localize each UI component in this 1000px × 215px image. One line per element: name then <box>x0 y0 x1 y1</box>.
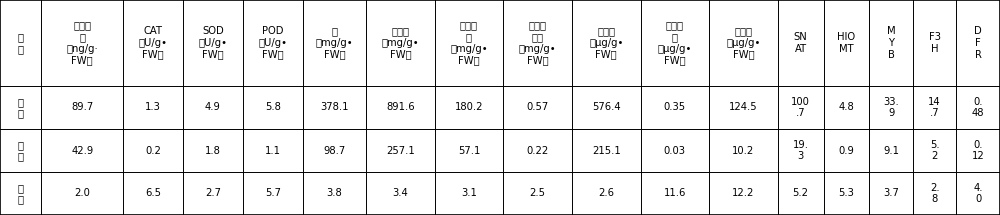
Text: 100
.7: 100 .7 <box>791 97 810 118</box>
Text: 酚
（mg/g•
FW）: 酚 （mg/g• FW） <box>316 26 353 60</box>
Text: 57.1: 57.1 <box>458 146 480 155</box>
Text: 5.2: 5.2 <box>793 189 809 198</box>
Text: 12.2: 12.2 <box>732 189 755 198</box>
Text: 98.7: 98.7 <box>323 146 346 155</box>
Text: 0.57: 0.57 <box>526 103 549 112</box>
Text: 吲哚乙
酸
（μg/g•
FW）: 吲哚乙 酸 （μg/g• FW） <box>658 21 692 65</box>
Text: 33.
9: 33. 9 <box>883 97 899 118</box>
Text: 3.8: 3.8 <box>327 189 342 198</box>
Text: 0.03: 0.03 <box>664 146 686 155</box>
Text: M
Y
B: M Y B <box>887 26 895 60</box>
Text: 5.3: 5.3 <box>838 189 854 198</box>
Text: 2.0: 2.0 <box>74 189 90 198</box>
Text: 4.9: 4.9 <box>205 103 221 112</box>
Text: 0.
12: 0. 12 <box>972 140 985 161</box>
Text: 对
照: 对 照 <box>18 140 24 161</box>
Text: 可溶性
蛋白
（mg/g•
FW）: 可溶性 蛋白 （mg/g• FW） <box>519 21 556 65</box>
Text: 10.2: 10.2 <box>732 146 755 155</box>
Text: 576.4: 576.4 <box>592 103 621 112</box>
Text: 1.8: 1.8 <box>205 146 221 155</box>
Text: 180.2: 180.2 <box>455 103 483 112</box>
Text: 4.
0: 4. 0 <box>973 183 983 204</box>
Text: 9.1: 9.1 <box>883 146 899 155</box>
Text: D
F
R: D F R <box>974 26 982 60</box>
Text: 378.1: 378.1 <box>320 103 349 112</box>
Text: 1.3: 1.3 <box>145 103 161 112</box>
Text: 257.1: 257.1 <box>386 146 415 155</box>
Text: 比
值: 比 值 <box>18 183 24 204</box>
Text: 2.
8: 2. 8 <box>930 183 939 204</box>
Text: 样
品: 样 品 <box>18 32 24 54</box>
Text: POD
（U/g•
FW）: POD （U/g• FW） <box>258 26 287 60</box>
Text: HIO
MT: HIO MT <box>837 32 855 54</box>
Text: 4.8: 4.8 <box>839 103 854 112</box>
Text: 0.22: 0.22 <box>526 146 549 155</box>
Text: SN
AT: SN AT <box>794 32 808 54</box>
Text: 5.
2: 5. 2 <box>930 140 939 161</box>
Text: 褪黑素
（μg/g•
FW）: 褪黑素 （μg/g• FW） <box>589 26 623 60</box>
Text: 3.7: 3.7 <box>883 189 899 198</box>
Text: 5.7: 5.7 <box>265 189 281 198</box>
Text: 215.1: 215.1 <box>592 146 621 155</box>
Text: 可溶性
糖
（mg/g•
FW）: 可溶性 糖 （mg/g• FW） <box>450 21 488 65</box>
Text: 0.35: 0.35 <box>664 103 686 112</box>
Text: 2.5: 2.5 <box>530 189 546 198</box>
Text: 891.6: 891.6 <box>386 103 415 112</box>
Text: 11.6: 11.6 <box>664 189 686 198</box>
Text: F3
H: F3 H <box>929 32 941 54</box>
Text: 6.5: 6.5 <box>145 189 161 198</box>
Text: 3.4: 3.4 <box>392 189 408 198</box>
Text: 42.9: 42.9 <box>71 146 93 155</box>
Text: 处
理: 处 理 <box>18 97 24 118</box>
Text: CAT
（U/g•
FW）: CAT （U/g• FW） <box>139 26 168 60</box>
Text: 5.8: 5.8 <box>265 103 281 112</box>
Text: 2.7: 2.7 <box>205 189 221 198</box>
Text: 脯氨酸
（mg/g•
FW）: 脯氨酸 （mg/g• FW） <box>382 26 419 60</box>
Text: 光合色
素
（ng/g·
FW）: 光合色 素 （ng/g· FW） <box>66 21 98 65</box>
Text: 3.1: 3.1 <box>461 189 477 198</box>
Text: 0.2: 0.2 <box>145 146 161 155</box>
Text: 1.1: 1.1 <box>265 146 281 155</box>
Text: 2.6: 2.6 <box>598 189 614 198</box>
Text: 14
.7: 14 .7 <box>928 97 941 118</box>
Text: 19.
3: 19. 3 <box>793 140 809 161</box>
Text: 0.
48: 0. 48 <box>972 97 984 118</box>
Text: SOD
（U/g•
FW）: SOD （U/g• FW） <box>198 26 227 60</box>
Text: 0.9: 0.9 <box>838 146 854 155</box>
Text: 水杨酸
（μg/g•
FW）: 水杨酸 （μg/g• FW） <box>726 26 761 60</box>
Text: 124.5: 124.5 <box>729 103 758 112</box>
Text: 89.7: 89.7 <box>71 103 93 112</box>
